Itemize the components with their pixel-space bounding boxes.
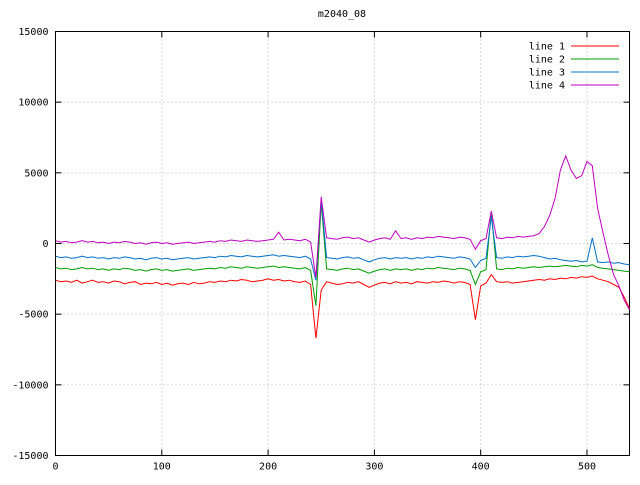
legend-label-2: line 2 [529, 55, 565, 66]
series-line-3 [55, 199, 630, 281]
y-tick-label: -10000 [12, 380, 48, 391]
y-tick-label: 15000 [18, 27, 48, 38]
series-line-2 [55, 202, 630, 306]
legend-label-4: line 4 [529, 81, 565, 92]
y-tick-label: 0 [42, 239, 48, 250]
x-tick-label: 300 [365, 462, 383, 473]
axes-layer: 0 100 200 300 400 500 -15000 -10000 -5000 0 5000 10… [12, 27, 630, 473]
y-tick-label: -15000 [12, 451, 48, 462]
x-tick-label: 0 [52, 462, 58, 473]
y-tick-label: 5000 [24, 168, 48, 179]
legend-label-1: line 1 [529, 42, 565, 53]
x-tick-label: 500 [578, 462, 596, 473]
legend: line 1 line 2 line 3 line 4 [529, 42, 619, 92]
series-layer [55, 154, 630, 339]
x-tick-label: 200 [259, 462, 277, 473]
x-tick-label: 400 [472, 462, 490, 473]
series-line-1 [55, 273, 630, 339]
y-tick-label: -5000 [18, 310, 48, 321]
legend-label-3: line 3 [529, 68, 565, 79]
chart-title: m2040_08 [318, 9, 366, 20]
y-tick-label: 10000 [18, 98, 48, 109]
series-line-4 [55, 154, 630, 311]
x-tick-label: 100 [153, 462, 171, 473]
